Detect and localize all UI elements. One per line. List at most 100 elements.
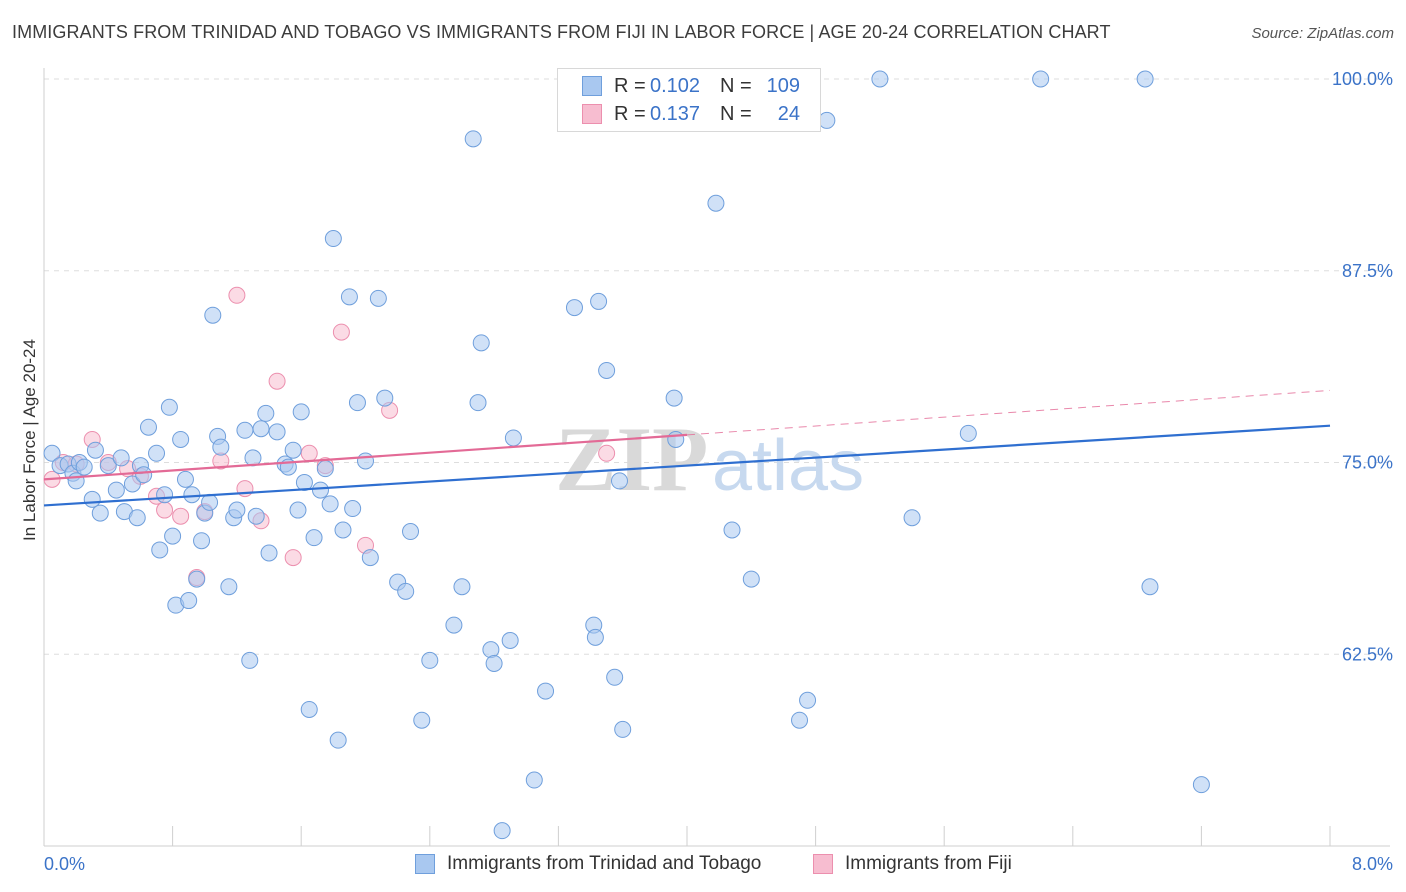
trinidad-point	[791, 711, 809, 729]
trinidad-point	[472, 334, 490, 352]
legend-r-value: 0.137	[650, 102, 701, 125]
fiji-trend-line	[43, 433, 688, 481]
trinidad-point	[212, 438, 230, 456]
trinidad-point	[252, 420, 270, 438]
trinidad-point	[493, 822, 511, 840]
trinidad-point	[464, 130, 482, 148]
trinidad-point	[324, 230, 342, 248]
legend-row-trinidad: R = 0.102 N = 109	[582, 73, 800, 99]
bottom-legend-swatch-trinidad	[415, 854, 435, 874]
trinidad-point	[247, 507, 265, 525]
bottom-legend-swatch-fiji	[813, 854, 833, 874]
fiji-point	[228, 286, 246, 304]
watermark: ZIP atlas	[555, 408, 864, 510]
grid-lines	[44, 78, 1390, 655]
trinidad-point	[91, 504, 109, 522]
trinidad-point	[614, 720, 632, 738]
tick-labels: 62.5% 75.0% 87.5% 100.0% 0.0% 8.0%	[44, 69, 1393, 874]
trinidad-point	[300, 700, 318, 718]
x-tick-label: 8.0%	[1352, 854, 1393, 874]
x-tick-label: 0.0%	[44, 854, 85, 874]
trinidad-point	[289, 501, 307, 519]
legend-n-value: 24	[777, 102, 800, 125]
trinidad-point	[667, 430, 685, 448]
y-tick-label: 75.0%	[1342, 453, 1393, 473]
fiji-point	[332, 323, 350, 341]
y-tick-label: 100.0%	[1332, 69, 1393, 89]
trinidad-point	[83, 490, 101, 508]
legend-r-value: 0.102	[650, 74, 701, 97]
bottom-legend-label-fiji: Immigrants from Fiji	[845, 853, 1012, 874]
trinidad-point	[525, 771, 543, 789]
legend-r-label: R =	[614, 74, 646, 97]
fiji-point	[300, 444, 318, 462]
bottom-legend-fiji: Immigrants from Fiji	[813, 852, 1012, 876]
trinidad-point	[305, 529, 323, 547]
trinidad-point	[151, 541, 169, 559]
trinidad-point	[818, 111, 836, 129]
y-tick-label: 62.5%	[1342, 644, 1393, 664]
trinidad-point	[316, 460, 334, 478]
series-fiji-points	[43, 286, 616, 587]
axes	[43, 68, 1390, 847]
trinidad-point	[590, 292, 608, 310]
y-axis-label: In Labor Force | Age 20-24	[20, 339, 39, 541]
trinidad-point	[164, 527, 182, 545]
trinidad-point	[228, 501, 246, 519]
fiji-point	[172, 507, 190, 525]
fiji-point	[268, 372, 286, 390]
trinidad-point	[340, 288, 358, 306]
trinidad-point	[188, 570, 206, 588]
trinidad-point	[344, 500, 362, 518]
legend-row-fiji: R = 0.137 N = 24	[582, 101, 800, 127]
trinidad-point	[357, 452, 374, 470]
trinidad-point	[598, 361, 616, 379]
trinidad-point	[180, 592, 198, 610]
trinidad-point	[260, 544, 278, 562]
legend-r-label: R =	[614, 102, 646, 125]
trinidad-point	[421, 651, 439, 669]
stats-legend: R = 0.102 N = 109 R = 0.137 N = 24	[557, 68, 821, 132]
legend-swatch-trinidad	[582, 76, 602, 96]
trinidad-point	[799, 691, 817, 709]
trinidad-point	[123, 475, 141, 493]
trinidad-point	[348, 394, 366, 412]
trinidad-point	[482, 641, 500, 659]
legend-n-value: 109	[766, 74, 800, 97]
trinidad-point	[453, 578, 471, 596]
trinidad-point	[257, 404, 275, 422]
fiji-point	[284, 549, 302, 567]
trinidad-point	[176, 470, 194, 488]
trinidad-point	[193, 532, 211, 550]
trinidad-point	[665, 389, 683, 407]
trinidad-point	[107, 481, 125, 499]
watermark-zip: ZIP	[555, 408, 708, 510]
chart-title: IMMIGRANTS FROM TRINIDAD AND TOBAGO VS I…	[12, 22, 1111, 42]
trinidad-point	[67, 472, 85, 490]
trinidad-point	[311, 481, 329, 499]
trinidad-point	[139, 418, 157, 436]
trinidad-point	[610, 472, 628, 490]
watermark-atlas: atlas	[712, 426, 864, 506]
trinidad-point	[742, 570, 760, 588]
trinidad-point	[361, 549, 379, 567]
trinidad-point	[402, 523, 420, 541]
trinidad-point	[86, 441, 104, 459]
bottom-legend-label-trinidad: Immigrants from Trinidad and Tobago	[447, 853, 762, 874]
trinidad-point	[413, 711, 431, 729]
trinidad-point	[156, 486, 174, 504]
trinidad-point	[268, 423, 286, 441]
trinidad-point	[707, 194, 725, 212]
trinidad-point	[1032, 70, 1050, 88]
trinidad-point	[204, 306, 222, 324]
trinidad-point	[903, 509, 921, 527]
trinidad-point	[565, 299, 583, 317]
trinidad-point	[504, 429, 522, 447]
trinidad-point	[369, 289, 387, 307]
fiji-point	[156, 501, 174, 519]
trinidad-point	[99, 457, 117, 475]
trinidad-point	[148, 444, 166, 462]
trinidad-point	[959, 424, 977, 442]
y-axis-label-wrap: In Labor Force | Age 20-24	[18, 290, 42, 590]
